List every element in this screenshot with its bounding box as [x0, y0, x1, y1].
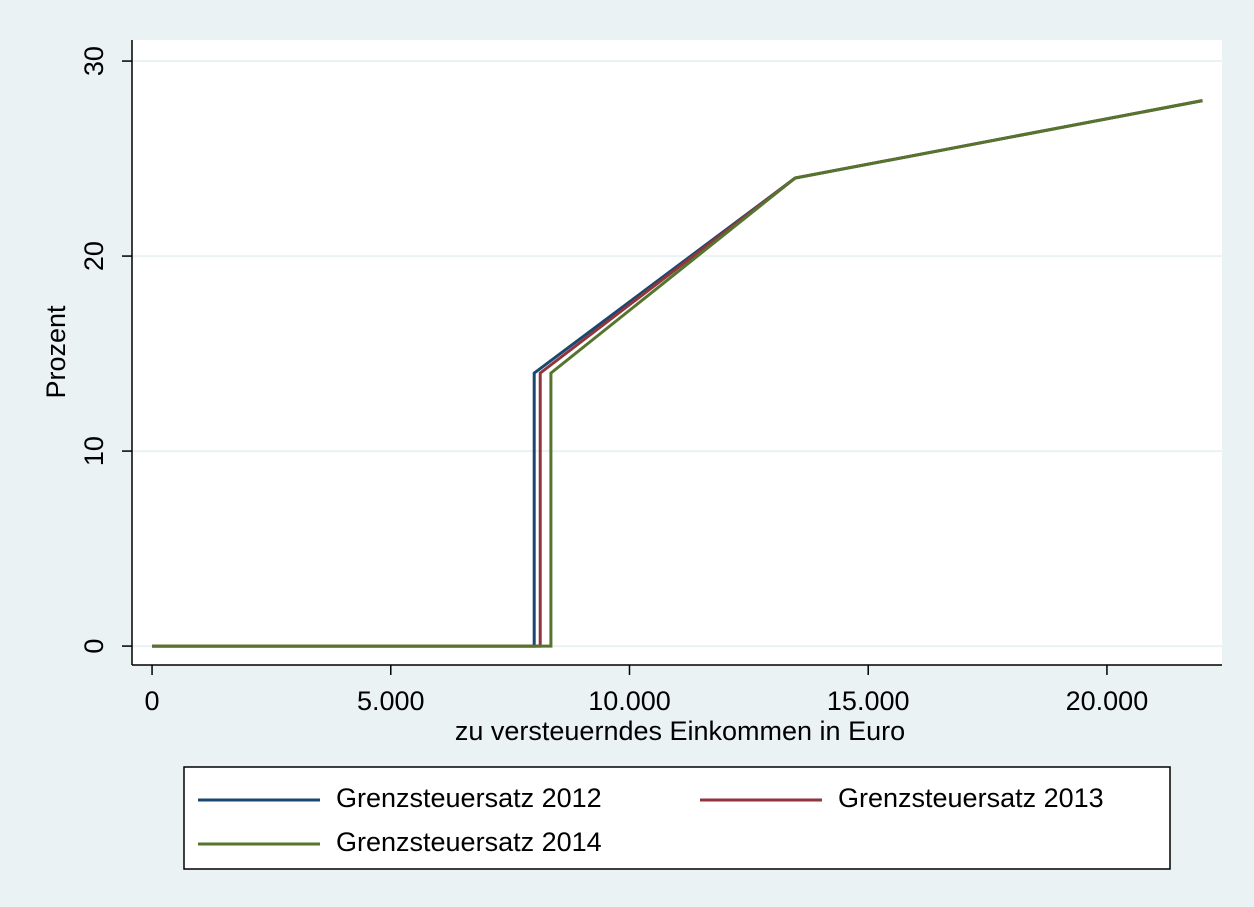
- y-axis-title: Prozent: [41, 305, 71, 399]
- legend-box: [183, 766, 1171, 870]
- x-tick-label: 10.000: [588, 686, 671, 716]
- y-tick-label: 0: [79, 639, 109, 654]
- legend-label: Grenzsteuersatz 2013: [838, 783, 1104, 813]
- x-axis-title: zu versteuerndes Einkommen in Euro: [455, 716, 905, 746]
- y-tick-label: 20: [79, 241, 109, 271]
- y-tick-label: 30: [79, 46, 109, 76]
- x-tick-label: 20.000: [1066, 686, 1149, 716]
- legend-label: Grenzsteuersatz 2014: [336, 827, 602, 857]
- x-tick-label: 0: [145, 686, 160, 716]
- line: [152, 99, 1203, 648]
- x-tick-label: 5.000: [357, 686, 425, 716]
- legend-label: Grenzsteuersatz 2012: [336, 783, 602, 813]
- y-tick-label: 10: [79, 436, 109, 466]
- x-tick-label: 15.000: [827, 686, 910, 716]
- plot-area: [132, 40, 1222, 665]
